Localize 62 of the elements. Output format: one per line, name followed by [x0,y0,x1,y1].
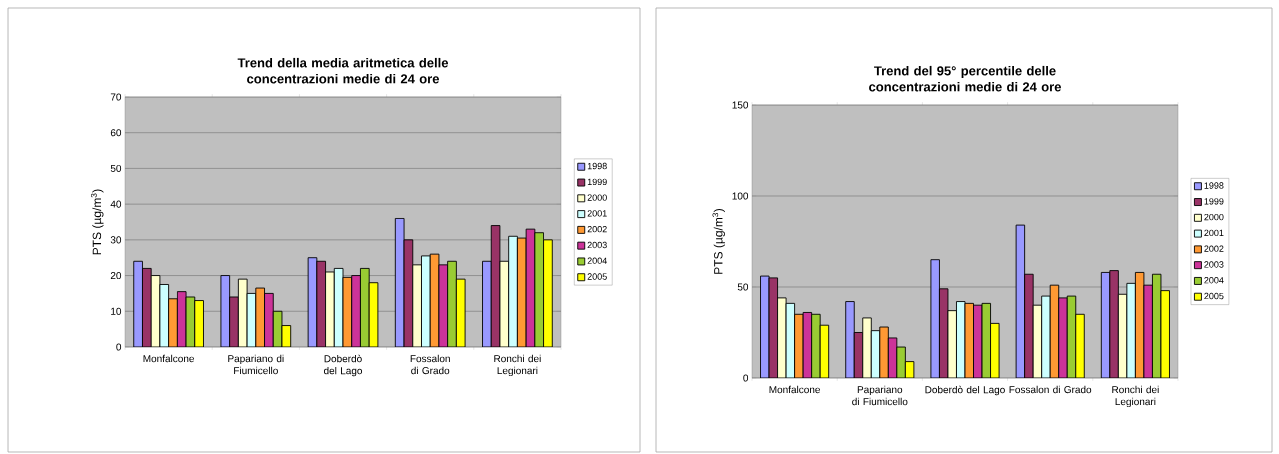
legend-label: 2005 [1204,292,1224,300]
legend-label: 1998 [1204,182,1224,189]
legend-label: 2003 [587,241,607,249]
y-tick-label: 10 [111,307,122,315]
y-axis-title: PTS (µg/m$^{3}$) [712,208,725,274]
bar [351,275,361,347]
y-tick-label: 20 [110,272,122,280]
x-tick-label: Papariano di Fiumicello [228,354,284,375]
bar [811,313,821,378]
bar [447,260,457,347]
bar [482,260,492,347]
bar [168,298,178,347]
y-tick-label: 50 [110,164,122,172]
y-axis-title: PTS (µg/m$^{3}$) [91,189,104,255]
chart-title: Trend della media aritmetica delle concentrazioni medie di 24 ore [237,57,449,84]
bar [1058,297,1068,378]
x-tick-label: Ronchi dei Legionari [1112,385,1159,408]
y-tick-label: 0 [116,343,122,351]
x-tick-label: Fossalon di Grado [410,354,450,375]
y-tick-label: 100 [732,192,749,200]
bar [1075,313,1085,378]
legend-label: 1999 [1204,198,1224,205]
legend-label: 2004 [1204,277,1224,284]
legend-label: 2001 [587,210,607,217]
bar [862,317,872,378]
bar [845,301,855,378]
legend-label: 1999 [587,178,607,186]
y-tick-label: 0 [743,374,749,382]
x-tick-label: Monfalcone [769,385,820,394]
x-tick-label: Fossalon di Grado [1009,385,1092,394]
legend-label: 2000 [1204,213,1224,221]
y-tick-label: 60 [110,129,122,137]
legend-label: 1998 [587,162,607,170]
y-tick-label: 50 [737,283,749,291]
bar [1041,295,1051,378]
x-tick-label: Doberdò del Lago [323,354,363,377]
bar [412,264,422,347]
bar [133,260,143,347]
legend-label: 2003 [1204,261,1224,268]
bar [360,267,370,347]
legend-label: 2002 [1204,245,1224,252]
x-tick-label: Ronchi dei Legionari [494,354,541,377]
bar [508,235,518,347]
x-tick-label: Monfalcone [143,354,195,363]
y-tick-label: 70 [110,93,122,101]
y-tick-label: 150 [732,101,749,109]
legend-label: 2002 [587,225,607,233]
legend-label: 2000 [587,194,607,201]
legend-label: 2004 [587,257,607,264]
y-tick-label: 30 [110,236,122,244]
bar [543,239,553,347]
x-tick-label: Papariano di Fiumicello [852,385,908,406]
bar [1024,273,1034,378]
y-tick-label: 40 [110,200,122,208]
chart-title: Trend del 95° percentile delle concentrazioni medie di 24 ore [869,65,1061,92]
bar [1109,270,1119,378]
x-tick-label: Doberdò del Lago [925,385,1005,396]
bar [879,326,889,378]
legend-label: 2001 [1204,229,1224,237]
legend-label: 2005 [587,273,607,280]
bar [421,255,431,347]
bar [534,232,545,347]
